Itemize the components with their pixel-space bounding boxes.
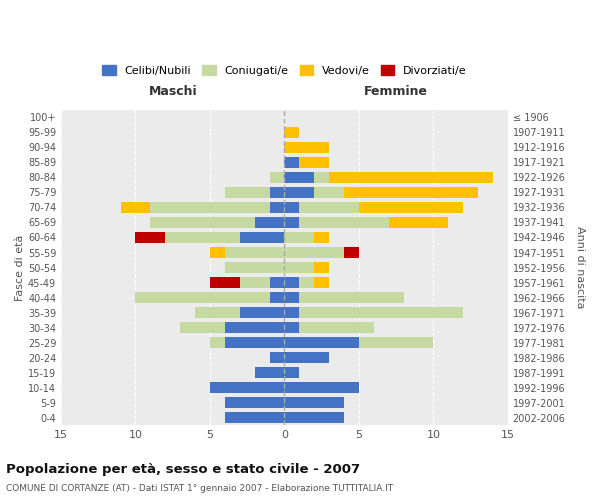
Bar bbox=[240, 306, 284, 318]
Bar bbox=[314, 232, 329, 243]
Bar bbox=[284, 186, 314, 198]
Bar bbox=[284, 216, 299, 228]
Bar bbox=[225, 397, 284, 408]
Bar bbox=[314, 262, 329, 274]
Bar bbox=[284, 352, 329, 364]
Bar bbox=[269, 276, 284, 288]
Bar bbox=[180, 322, 225, 334]
Bar bbox=[269, 202, 284, 213]
Bar bbox=[284, 202, 299, 213]
Bar bbox=[314, 186, 344, 198]
Bar bbox=[195, 306, 240, 318]
Bar bbox=[136, 292, 269, 304]
Bar bbox=[284, 276, 299, 288]
Bar bbox=[225, 262, 284, 274]
Bar bbox=[284, 142, 329, 154]
Bar bbox=[121, 202, 151, 213]
Bar bbox=[240, 232, 284, 243]
Bar bbox=[284, 292, 299, 304]
Bar bbox=[299, 322, 374, 334]
Legend: Celibi/Nubili, Coniugati/e, Vedovi/e, Divorziati/e: Celibi/Nubili, Coniugati/e, Vedovi/e, Di… bbox=[99, 62, 470, 80]
Bar bbox=[299, 306, 463, 318]
Bar bbox=[299, 156, 329, 168]
Bar bbox=[314, 276, 329, 288]
Bar bbox=[269, 352, 284, 364]
Bar bbox=[299, 292, 404, 304]
Bar bbox=[344, 186, 478, 198]
Bar bbox=[225, 186, 269, 198]
Text: Popolazione per età, sesso e stato civile - 2007: Popolazione per età, sesso e stato civil… bbox=[6, 462, 360, 475]
Bar bbox=[269, 292, 284, 304]
Text: Femmine: Femmine bbox=[364, 85, 428, 98]
Bar bbox=[359, 336, 433, 348]
Bar bbox=[225, 246, 284, 258]
Bar bbox=[284, 246, 344, 258]
Bar bbox=[284, 366, 299, 378]
Bar bbox=[284, 336, 359, 348]
Bar bbox=[210, 336, 225, 348]
Bar bbox=[299, 202, 359, 213]
Bar bbox=[254, 216, 284, 228]
Bar bbox=[284, 322, 299, 334]
Bar bbox=[284, 126, 299, 138]
Bar bbox=[151, 216, 254, 228]
Bar bbox=[269, 172, 284, 183]
Bar bbox=[210, 382, 284, 394]
Bar bbox=[151, 202, 269, 213]
Bar bbox=[284, 156, 299, 168]
Bar bbox=[136, 232, 165, 243]
Text: COMUNE DI CORTANZE (AT) - Dati ISTAT 1° gennaio 2007 - Elaborazione TUTTITALIA.I: COMUNE DI CORTANZE (AT) - Dati ISTAT 1° … bbox=[6, 484, 393, 493]
Bar bbox=[165, 232, 240, 243]
Bar bbox=[269, 186, 284, 198]
Bar bbox=[225, 412, 284, 424]
Bar bbox=[299, 216, 389, 228]
Bar bbox=[284, 232, 314, 243]
Bar bbox=[284, 412, 344, 424]
Bar bbox=[284, 262, 314, 274]
Bar bbox=[389, 216, 448, 228]
Bar bbox=[240, 276, 269, 288]
Text: Maschi: Maschi bbox=[148, 85, 197, 98]
Bar bbox=[329, 172, 493, 183]
Bar bbox=[284, 172, 314, 183]
Bar bbox=[225, 336, 284, 348]
Bar bbox=[344, 246, 359, 258]
Bar bbox=[210, 276, 240, 288]
Bar bbox=[225, 322, 284, 334]
Y-axis label: Fasce di età: Fasce di età bbox=[15, 234, 25, 300]
Bar bbox=[314, 172, 329, 183]
Bar bbox=[254, 366, 284, 378]
Bar bbox=[284, 306, 299, 318]
Bar bbox=[210, 246, 225, 258]
Y-axis label: Anni di nascita: Anni di nascita bbox=[575, 226, 585, 309]
Bar bbox=[284, 397, 344, 408]
Bar bbox=[359, 202, 463, 213]
Bar bbox=[284, 382, 359, 394]
Bar bbox=[299, 276, 314, 288]
